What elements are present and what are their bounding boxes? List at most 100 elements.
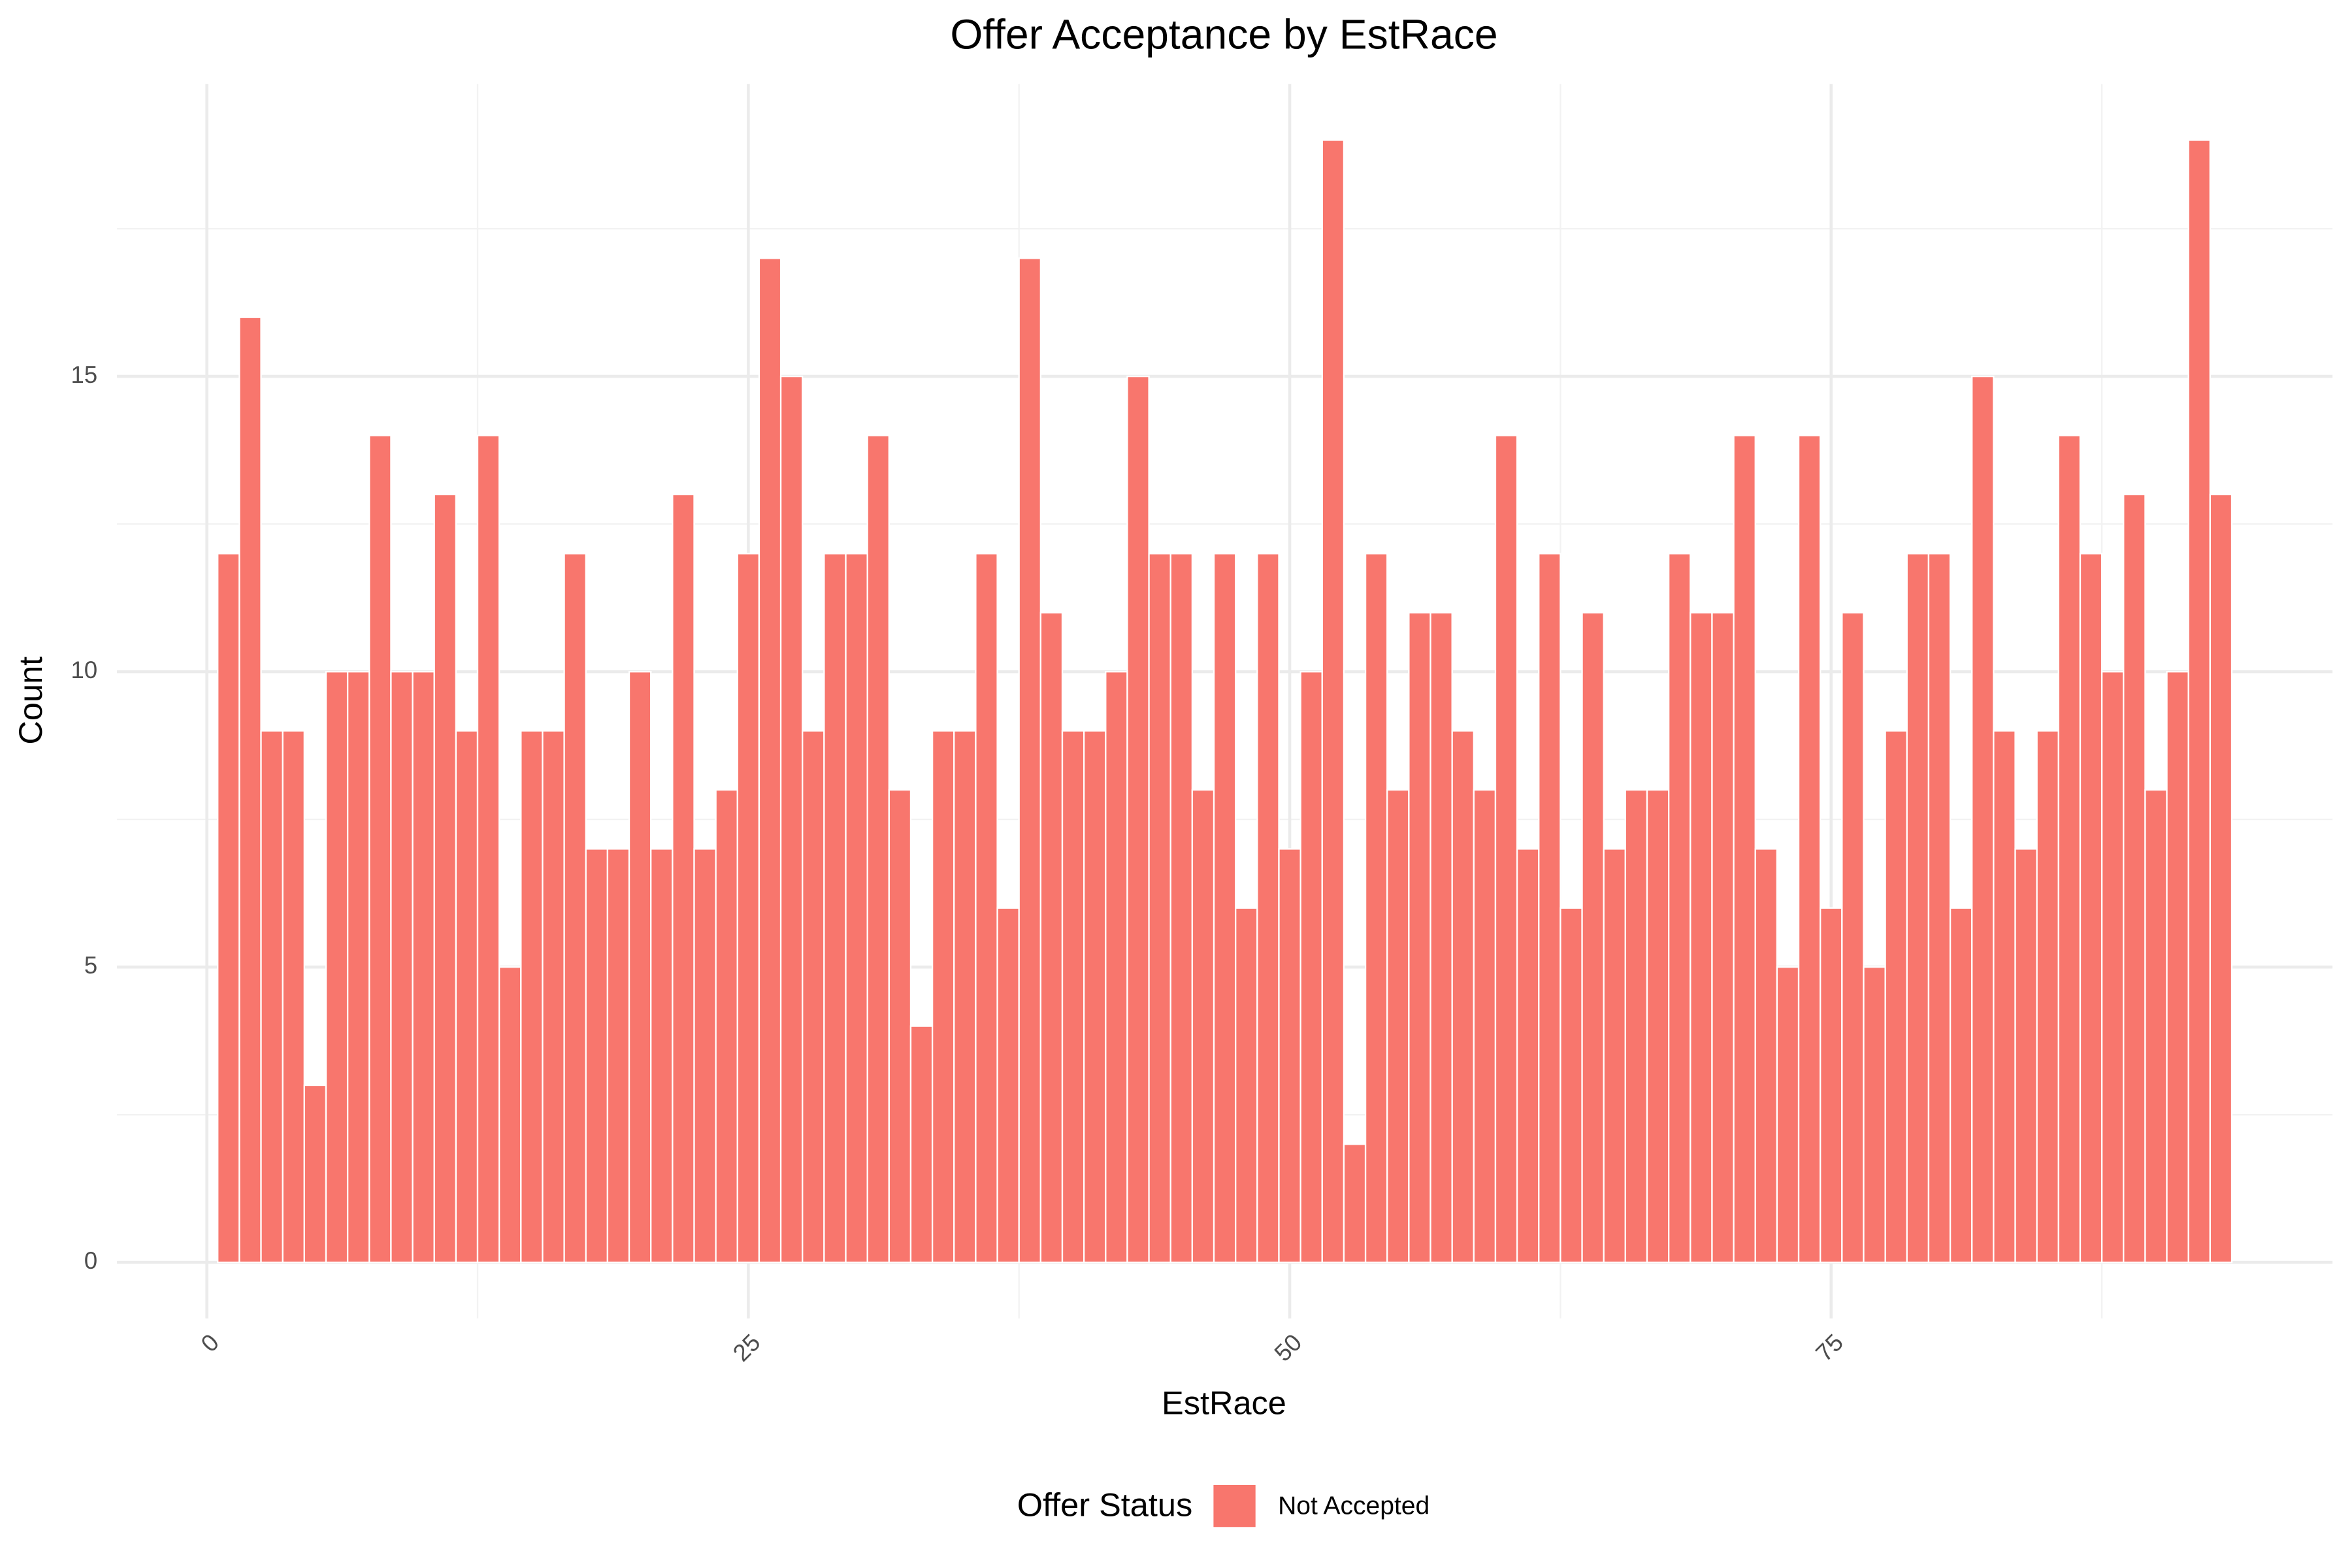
bar — [1148, 553, 1171, 1264]
bar — [368, 434, 392, 1264]
bar — [303, 1084, 327, 1264]
bar — [585, 848, 609, 1264]
bar — [1560, 907, 1583, 1264]
bar — [823, 553, 847, 1264]
bar — [758, 257, 782, 1264]
bar — [1906, 553, 1930, 1264]
bar — [2057, 434, 2082, 1264]
bar — [2209, 493, 2233, 1264]
bar — [802, 730, 825, 1264]
bar — [2123, 493, 2146, 1264]
y-axis-title: Count — [12, 657, 49, 745]
bar — [1126, 375, 1150, 1264]
bar — [1603, 848, 1627, 1264]
bar — [2100, 670, 2125, 1264]
bar — [1516, 848, 1540, 1264]
bar — [1624, 789, 1648, 1264]
y-tick-label: 5 — [84, 952, 97, 979]
bar — [1386, 789, 1410, 1264]
legend-key — [1213, 1484, 1256, 1527]
chart-title: Offer Acceptance by EstRace — [950, 10, 1497, 57]
bar — [1927, 553, 1952, 1264]
bar — [1473, 789, 1497, 1264]
bar — [845, 553, 868, 1264]
bar — [217, 553, 240, 1264]
y-tick-label: 15 — [71, 361, 97, 388]
bar — [2079, 553, 2103, 1264]
bar — [1797, 434, 1821, 1264]
bar — [1083, 730, 1107, 1264]
bar — [1278, 848, 1301, 1264]
bar — [346, 670, 370, 1264]
bar — [1494, 434, 1518, 1264]
bar — [866, 434, 890, 1264]
x-axis-title: EstRace — [1162, 1384, 1286, 1422]
bar — [542, 730, 565, 1264]
bar — [2036, 730, 2059, 1264]
bar — [390, 670, 414, 1264]
bar — [953, 730, 977, 1264]
bar — [1039, 612, 1064, 1264]
bar — [1884, 730, 1908, 1264]
bar — [1364, 553, 1388, 1264]
bar — [1321, 139, 1345, 1264]
bar — [1776, 966, 1800, 1264]
y-tick-label: 0 — [84, 1247, 97, 1274]
bar — [433, 493, 457, 1264]
bar — [1646, 789, 1670, 1264]
bar — [1581, 612, 1605, 1264]
bar — [1993, 730, 2016, 1264]
bar — [693, 848, 717, 1264]
bar — [455, 730, 479, 1264]
bar — [2144, 789, 2168, 1264]
bar — [1949, 907, 1973, 1264]
bar — [996, 907, 1020, 1264]
bar — [1235, 907, 1258, 1264]
bar — [1690, 612, 1713, 1264]
bar — [1256, 553, 1280, 1264]
bar — [1841, 612, 1865, 1264]
bar — [1538, 553, 1561, 1264]
bar — [628, 670, 652, 1264]
bar — [1429, 612, 1453, 1264]
bar — [1668, 553, 1691, 1264]
bar — [672, 493, 695, 1264]
bar — [1061, 730, 1085, 1264]
bar — [1213, 553, 1237, 1264]
bar — [520, 730, 544, 1264]
bar — [2014, 848, 2038, 1264]
bar — [325, 670, 349, 1264]
bar — [476, 434, 500, 1264]
bar — [1299, 670, 1323, 1264]
x-tick-label: 50 — [1269, 1329, 1307, 1367]
bar — [1343, 1143, 1367, 1264]
bar — [1733, 434, 1756, 1264]
bar — [2187, 139, 2212, 1264]
bar — [736, 553, 760, 1264]
bar — [650, 848, 674, 1264]
y-tick-label: 10 — [71, 657, 97, 683]
bar — [1169, 553, 1194, 1264]
bar — [1754, 848, 1778, 1264]
bar — [498, 966, 522, 1264]
bar — [1971, 375, 1995, 1264]
bar — [1451, 730, 1475, 1264]
bar — [2166, 670, 2189, 1264]
bar — [715, 789, 738, 1264]
bar — [931, 730, 955, 1264]
bar — [975, 553, 998, 1264]
bar — [238, 316, 262, 1264]
bar — [563, 553, 587, 1264]
bar — [1711, 612, 1735, 1264]
bar — [888, 789, 912, 1264]
bar — [282, 730, 305, 1264]
x-tick-label: 0 — [196, 1329, 224, 1357]
bar — [909, 1025, 934, 1264]
bar — [1191, 789, 1215, 1264]
legend-title: Offer Status — [1017, 1486, 1193, 1524]
x-tick-label: 75 — [1810, 1329, 1848, 1367]
bar — [1820, 907, 1843, 1264]
bar — [260, 730, 284, 1264]
legend-label: Not Accepted — [1278, 1492, 1429, 1520]
